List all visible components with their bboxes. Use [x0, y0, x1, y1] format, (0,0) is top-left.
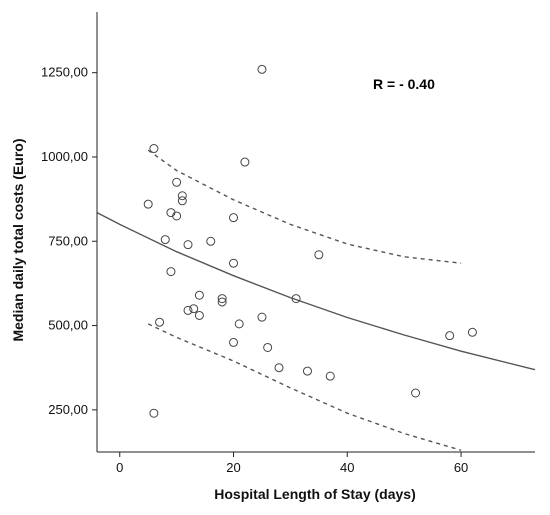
data-point — [291, 294, 301, 304]
data-point — [143, 199, 153, 209]
y-tick-label: 250,00 — [48, 402, 88, 417]
x-axis: 0 20 40 60 — [97, 451, 535, 475]
data-point — [149, 144, 159, 154]
x-tick-label: 20 — [226, 460, 240, 475]
y-tick-label: 1250,00 — [41, 65, 88, 80]
data-point — [206, 236, 216, 246]
data-point — [229, 258, 239, 268]
data-point — [257, 64, 267, 74]
y-tick-label: 1000,00 — [41, 149, 88, 164]
data-point — [166, 267, 176, 277]
data-point — [149, 408, 159, 418]
data-point — [172, 211, 182, 221]
data-point — [411, 388, 421, 398]
data-point — [229, 213, 239, 223]
data-point — [177, 191, 187, 201]
data-point — [217, 297, 227, 307]
plot-area — [96, 64, 536, 451]
data-point — [194, 310, 204, 320]
data-point — [160, 235, 170, 245]
x-axis-title: Hospital Length of Stay (days) — [214, 486, 415, 502]
data-point — [240, 157, 250, 167]
data-point — [155, 317, 165, 327]
data-point — [257, 312, 267, 322]
data-point — [302, 366, 312, 376]
data-point — [445, 331, 455, 341]
data-point — [183, 240, 193, 250]
data-point — [177, 196, 187, 206]
upper-bound-line — [147, 149, 462, 264]
y-axis: 250,00 500,00 750,00 1000,00 1250,00 — [41, 12, 98, 452]
data-point — [234, 319, 244, 329]
x-tick-label: 60 — [454, 460, 468, 475]
y-tick-label: 500,00 — [48, 318, 88, 333]
x-tick-label: 40 — [340, 460, 354, 475]
correlation-annotation: R = - 0.40 — [373, 76, 435, 92]
data-point — [229, 337, 239, 347]
lower-bound-line — [147, 323, 462, 451]
data-point — [314, 250, 324, 260]
data-point — [325, 371, 335, 381]
data-point — [189, 304, 199, 314]
data-point — [263, 342, 273, 352]
data-point — [467, 327, 477, 337]
y-axis-title: Median daily total costs (Euro) — [10, 138, 26, 341]
data-point — [172, 177, 182, 187]
data-point — [183, 305, 193, 315]
data-point — [194, 290, 204, 300]
data-point — [274, 363, 284, 373]
y-tick-label: 750,00 — [48, 233, 88, 248]
regression-line — [96, 211, 536, 371]
x-tick-label: 0 — [116, 460, 123, 475]
data-point — [217, 294, 227, 304]
